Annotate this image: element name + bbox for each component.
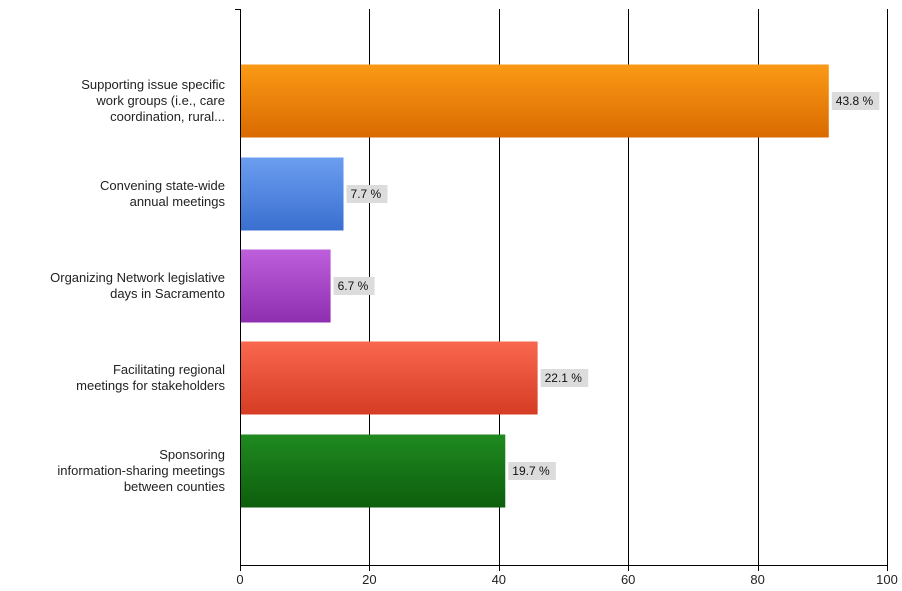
data-label-bg — [540, 369, 589, 387]
data-label-bg — [831, 92, 880, 110]
data-label: 7.7 % — [351, 187, 382, 201]
category-label: Convening state-wide annual meetings — [100, 178, 226, 209]
axes: 0 20 40 60 80 100 — [235, 9, 898, 587]
data-label-bg — [333, 277, 375, 295]
category-label: Sponsoring information-sharing meetings be… — [57, 447, 225, 494]
category-label: Supporting issue specific work groups (i.… — [81, 77, 225, 124]
bars — [241, 64, 829, 508]
data-label: 43.8 % — [836, 94, 874, 108]
data-label: 6.7 % — [338, 279, 369, 293]
data-label: 22.1 % — [545, 371, 583, 385]
labels: 43.8 % Supporting issue specific work grou… — [50, 77, 880, 494]
bar-3 — [241, 341, 538, 415]
x-tick-label: 20 — [362, 572, 376, 587]
data-label-bg — [346, 185, 388, 203]
x-tick-label: 0 — [236, 572, 243, 587]
bar-1 — [241, 157, 344, 231]
category-label: Organizing Network legislative days in Sa… — [50, 270, 225, 301]
data-label: 19.7 % — [512, 464, 550, 478]
bar-2 — [241, 249, 331, 323]
bar-0 — [241, 64, 829, 138]
x-tick-label: 100 — [876, 572, 898, 587]
x-tick-label: 40 — [492, 572, 506, 587]
category-label: Facilitating regional meetings for stakeh… — [76, 362, 225, 393]
bar-4 — [241, 434, 506, 508]
x-tick-label: 80 — [750, 572, 764, 587]
x-tick-label: 60 — [621, 572, 635, 587]
data-label-bg — [508, 462, 556, 480]
